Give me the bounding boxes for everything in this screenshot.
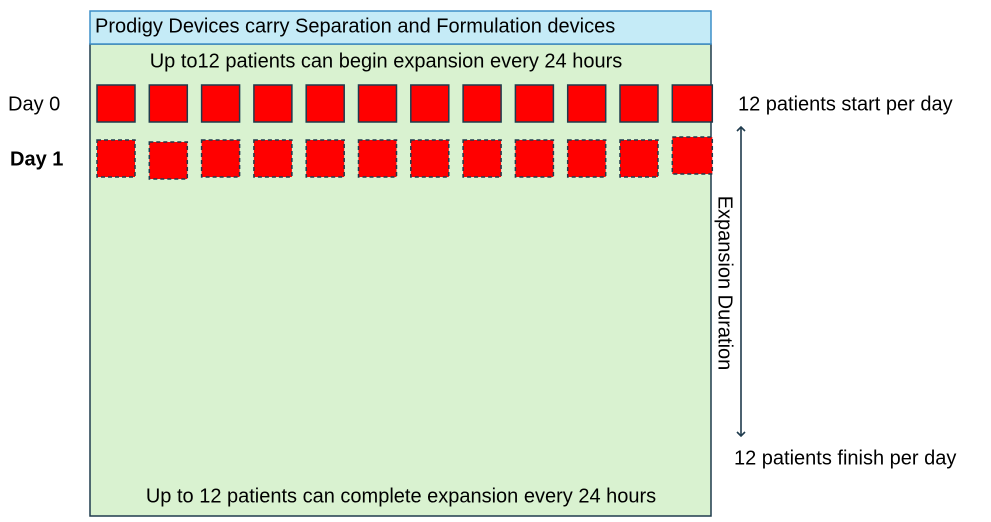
patient-square	[566, 84, 607, 123]
header-box	[89, 10, 712, 45]
patient-square	[148, 84, 189, 123]
duration-label: Expansion Duration	[714, 196, 736, 371]
patient-square	[619, 139, 659, 178]
patient-square	[410, 139, 450, 178]
patient-square	[671, 84, 714, 123]
patient-square	[671, 136, 714, 175]
patient-square	[200, 139, 241, 178]
patient-square	[619, 84, 659, 123]
bottom-text: Up to 12 patients can complete expansion…	[146, 485, 656, 507]
patient-square	[96, 139, 136, 178]
patient-square	[514, 84, 555, 123]
patient-square	[410, 84, 450, 123]
row-label: Day 0	[8, 93, 60, 115]
patient-square	[148, 141, 189, 180]
header-title: Prodigy Devices carry Separation and For…	[95, 15, 615, 37]
patient-square	[253, 84, 293, 123]
patient-square	[514, 139, 555, 178]
patient-square	[96, 84, 136, 123]
panel	[89, 43, 712, 517]
start-annotation: 12 patients start per day	[738, 93, 953, 115]
row-label: Day 1	[10, 148, 63, 170]
patient-square	[357, 84, 398, 123]
patient-square	[200, 84, 241, 123]
patient-square	[462, 139, 502, 178]
squares	[96, 84, 714, 180]
patient-square	[462, 84, 502, 123]
patient-square	[305, 84, 345, 123]
top-text: Up to12 patients can begin expansion eve…	[150, 50, 623, 72]
finish-annotation: 12 patients finish per day	[734, 447, 956, 469]
patient-square	[357, 139, 398, 178]
patient-square	[253, 139, 293, 178]
patient-square	[566, 139, 607, 178]
patient-square	[305, 139, 345, 178]
